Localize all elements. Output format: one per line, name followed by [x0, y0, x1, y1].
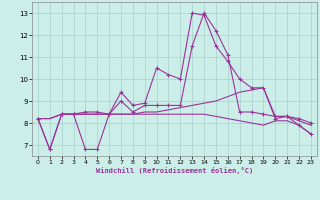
X-axis label: Windchill (Refroidissement éolien,°C): Windchill (Refroidissement éolien,°C): [96, 167, 253, 174]
